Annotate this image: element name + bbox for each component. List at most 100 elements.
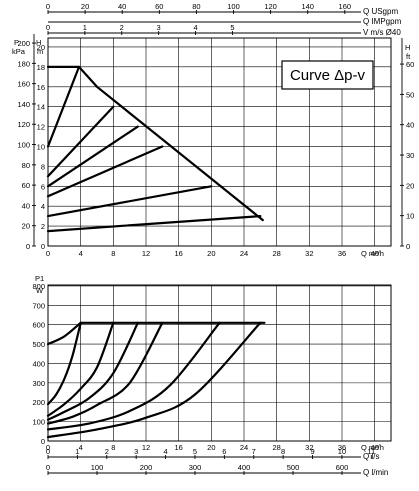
bottom-ls-tick: 3 [134,447,138,456]
head-x-unit: Q m³/h [361,249,384,258]
head-kpa-tick: 80 [22,161,30,170]
top-usgpm-tick: 140 [301,2,314,11]
power-x-tick: 36 [338,443,346,452]
bottom-lmin-tick: 0 [46,463,50,472]
head-x-tick: 8 [111,249,115,258]
curve-title: Curve Δp-v [290,67,366,84]
head-kpa-tick: 140 [17,100,30,109]
power-y-label: P1 [35,274,44,283]
head-m-tick: 4 [41,202,45,211]
top-velocity-tick: 0 [46,23,50,32]
power-curve-6 [46,321,262,439]
head-curve-0 [46,65,264,222]
head-kpa-tick: 180 [17,59,30,68]
head-kpa-tick: 40 [22,201,30,210]
bottom-ls-tick: 11 [367,447,375,456]
head-curve-6 [46,215,262,233]
head-x-tick: 28 [272,249,280,258]
bottom-ls-tick: 8 [281,447,285,456]
head-curve-3 [46,125,139,188]
power-w-tick: 800 [32,282,45,291]
head-m-tick: 6 [41,182,45,191]
head-kpa-tick: 200 [17,39,30,48]
bottom-lmin-tick: 300 [189,463,202,472]
power-w-tick: 200 [32,398,45,407]
top-velocity-tick: 1 [83,23,87,32]
head-ft-tick: 40 [406,121,414,130]
head-m-label: H [36,38,41,47]
head-m-tick: 8 [41,162,45,171]
curve-title-frame [281,60,374,90]
head-kpa-tick: 20 [22,222,30,231]
head-x-tick: 36 [338,249,346,258]
head-curve-5 [46,185,213,218]
head-x-tick: 24 [240,249,248,258]
power-x-tick: 16 [174,443,182,452]
power-w-tick: 400 [32,359,45,368]
head-m-unit: m [37,47,43,56]
bottom-lmin-tick: 100 [91,463,104,472]
power-w-tick: 500 [32,340,45,349]
head-ft-tick: 50 [406,90,414,99]
head-m-tick: 12 [37,123,45,132]
head-m-tick: 16 [37,83,45,92]
head-chart: 0 4 8 12 16 20 24 28 32 36 40024681012141618200204… [12,2,414,258]
head-frame [47,37,392,247]
bottom-ls-tick: 1 [75,447,79,456]
power-x-tick: 12 [142,443,150,452]
power-y-unit: W [36,286,44,295]
top-usgpm-tick: 60 [155,2,163,11]
head-ft-tick: 30 [406,151,414,160]
head-ft-tick: 60 [406,60,414,69]
power-w-tick: 600 [32,321,45,330]
power-chart: 0 4 8 12 16 20 24 28 32 36 40010020030040050060070… [32,274,392,477]
power-x-tick: 32 [305,443,313,452]
head-m-tick: 0 [41,242,45,251]
power-x-tick: 8 [111,443,115,452]
power-curve-0 [46,321,82,346]
top-velocity-unit: V m/s Ø40 [363,28,401,37]
head-kpa-tick: 120 [17,120,30,129]
head-x-tick: 12 [142,249,150,258]
power-x-tick: 0 [46,443,50,452]
head-ft-unit: ft [406,52,411,61]
head-ft-tick: 10 [406,212,414,221]
head-x-tick: 4 [79,249,83,258]
power-x-tick: 40 [370,443,378,452]
bottom-ls-tick: 6 [222,447,226,456]
bottom-lmin-tick: 200 [140,463,153,472]
top-usgpm-tick: 100 [227,2,240,11]
head-kpa-tick: 0 [26,242,30,251]
top-velocity-tick: 3 [157,23,161,32]
power-curve-3 [46,321,139,421]
bottom-lmin-tick: 500 [287,463,300,472]
top-impgpm-unit: Q IMPgpm [363,17,402,26]
head-m-tick: 18 [37,63,45,72]
head-m-tick: 20 [37,43,45,52]
power-curve-4 [46,321,164,425]
top-usgpm-tick: 40 [118,2,126,11]
power-w-tick: 100 [32,418,45,427]
power-curve-2 [46,321,115,417]
top-usgpm-tick: 20 [81,2,89,11]
power-w-tick: 300 [32,379,45,388]
head-m-tick: 14 [37,103,45,112]
top-velocity-tick: 4 [193,23,197,32]
head-kpa-tick: 100 [17,141,30,150]
bottom-lmin-tick: 400 [238,463,251,472]
bottom-ls-tick: 5 [193,447,197,456]
top-usgpm-tick: 80 [192,2,200,11]
bottom-ls-tick: 7 [252,447,256,456]
head-ft-label: H [405,43,410,52]
head-m-tick: 10 [37,142,45,151]
head-kpa-unit: kPa [12,47,26,56]
top-velocity-tick: 5 [230,23,234,32]
head-curve-1 [46,65,81,148]
head-x-tick: 16 [174,249,182,258]
head-x-tick: 20 [207,249,215,258]
bottom-lmin-unit: Q l/min [363,468,388,477]
bottom-ls-tick: 2 [105,447,109,456]
head-ft-tick: 0 [406,242,410,251]
head-kpa-label: P [14,38,19,47]
power-curve-5 [46,321,221,431]
